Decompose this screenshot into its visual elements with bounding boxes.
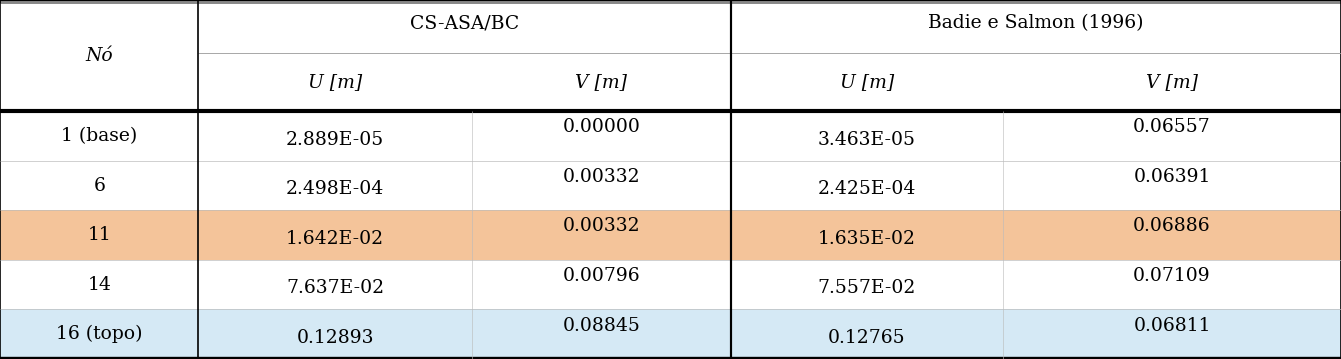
Bar xyxy=(0,0,1341,111)
Text: 2.425E-04: 2.425E-04 xyxy=(818,180,916,198)
Text: 3.463E-05: 3.463E-05 xyxy=(818,131,916,149)
Text: CS-ASA/BC: CS-ASA/BC xyxy=(410,14,519,32)
Text: Badie e Salmon (1996): Badie e Salmon (1996) xyxy=(928,14,1144,32)
Text: 0.06886: 0.06886 xyxy=(1133,218,1211,236)
Text: 7.637E-02: 7.637E-02 xyxy=(286,279,385,297)
Text: V [m]: V [m] xyxy=(1147,73,1198,91)
Text: 0.06811: 0.06811 xyxy=(1133,317,1211,335)
Text: 0.00332: 0.00332 xyxy=(563,218,640,236)
Text: 0.00796: 0.00796 xyxy=(563,267,640,285)
Text: 0.06391: 0.06391 xyxy=(1133,168,1211,186)
Text: 6: 6 xyxy=(94,177,105,195)
Text: 2.498E-04: 2.498E-04 xyxy=(286,180,385,198)
Bar xyxy=(0,161,1341,210)
Text: 0.00000: 0.00000 xyxy=(562,118,641,136)
Text: 1.635E-02: 1.635E-02 xyxy=(818,230,916,248)
Text: 1.642E-02: 1.642E-02 xyxy=(286,230,385,248)
Text: 0.08845: 0.08845 xyxy=(562,317,641,335)
Text: 1 (base): 1 (base) xyxy=(62,127,137,145)
Text: 2.889E-05: 2.889E-05 xyxy=(286,131,385,149)
Text: V [m]: V [m] xyxy=(575,73,628,91)
Text: Nó: Nó xyxy=(86,47,113,65)
Text: 0.07109: 0.07109 xyxy=(1133,267,1211,285)
Text: 0.06557: 0.06557 xyxy=(1133,118,1211,136)
Text: 11: 11 xyxy=(87,226,111,244)
Text: U [m]: U [m] xyxy=(308,73,362,91)
Text: U [m]: U [m] xyxy=(839,73,894,91)
Text: 0.00332: 0.00332 xyxy=(563,168,640,186)
Text: 0.12893: 0.12893 xyxy=(296,329,374,347)
Bar xyxy=(0,260,1341,309)
Text: 14: 14 xyxy=(87,276,111,294)
Bar xyxy=(0,210,1341,260)
Text: 7.557E-02: 7.557E-02 xyxy=(818,279,916,297)
Bar xyxy=(0,111,1341,161)
Text: 16 (topo): 16 (topo) xyxy=(56,325,142,343)
Bar xyxy=(0,309,1341,359)
Text: 0.12765: 0.12765 xyxy=(829,329,905,347)
